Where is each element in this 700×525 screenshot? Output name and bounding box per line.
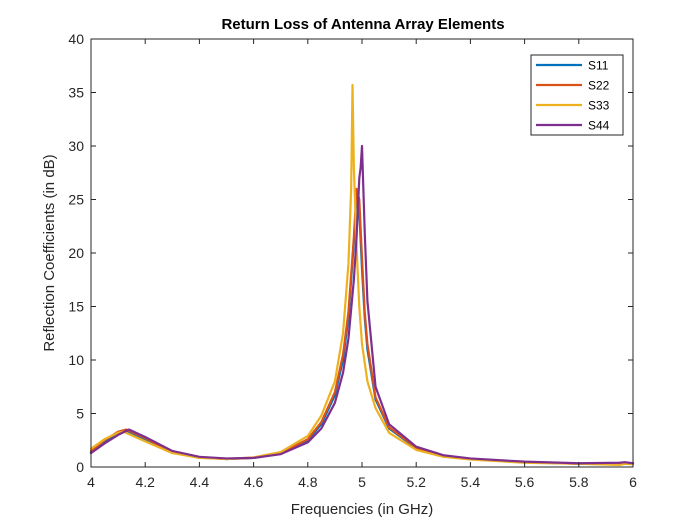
legend-label-s44: S44 [588, 119, 610, 133]
x-tick-label: 5.6 [515, 474, 535, 490]
x-tick-label: 5.4 [461, 474, 481, 490]
legend-label-s22: S22 [588, 79, 610, 93]
y-tick-label: 30 [68, 138, 84, 154]
y-tick-label: 10 [68, 352, 84, 368]
x-tick-label: 4.4 [190, 474, 210, 490]
x-tick-label: 4 [87, 474, 95, 490]
legend: S11 S22 S33 S44 [530, 54, 624, 136]
legend-label-s33: S33 [588, 99, 610, 113]
legend-box [530, 54, 624, 136]
series-layer [89, 83, 635, 466]
x-tick-label: 4.8 [298, 474, 318, 490]
x-tick-label: 5.8 [569, 474, 589, 490]
x-axis-label: Frequencies (in GHz) [291, 501, 434, 518]
x-tick-label: 5.2 [406, 474, 426, 490]
x-tick-label: 6 [629, 474, 637, 490]
y-tick-label: 15 [68, 299, 84, 315]
chart-title: Return Loss of Antenna Array Elements [221, 16, 504, 33]
legend-label-s11: S11 [588, 59, 609, 73]
x-tick-label: 4.2 [135, 474, 155, 490]
x-axis-ticks: 4 4.2 4.4 4.6 4.8 5 5.2 5.4 5.6 5.8 6 [87, 39, 637, 490]
y-tick-label: 40 [68, 31, 84, 47]
y-axis-ticks: 0 5 10 15 20 25 30 35 40 [68, 31, 633, 475]
y-tick-label: 20 [68, 245, 84, 261]
y-axis-label: Reflection Coefficients (in dB) [41, 154, 58, 351]
y-tick-label: 25 [68, 192, 84, 208]
x-tick-label: 5 [358, 474, 366, 490]
y-tick-label: 35 [68, 85, 84, 101]
y-tick-label: 5 [76, 406, 84, 422]
series-line-s33 [89, 83, 635, 466]
series-line-s44 [89, 144, 635, 465]
x-tick-label: 4.6 [244, 474, 264, 490]
y-tick-label: 0 [76, 459, 84, 475]
